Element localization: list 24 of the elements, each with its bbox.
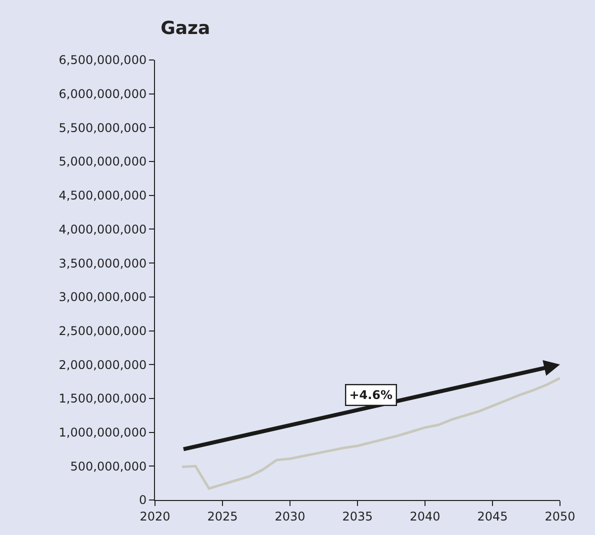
chart-title: Gaza [160,18,210,39]
x-tick-label: 2020 [140,509,170,524]
y-tick-label: 3,500,000,000 [58,256,147,270]
x-tick-label: 2030 [274,509,306,524]
y-tick-label: 4,000,000,000 [58,222,147,236]
y-tick-label: 500,000,000 [70,459,147,474]
y-tick-label: 6,500,000,000 [58,53,147,68]
x-tick-label: 2025 [207,509,238,524]
y-tick-label: 6,000,000,000 [58,87,147,102]
line-series [180,376,560,490]
y-tick-label: 1,500,000,000 [58,392,147,406]
y-tick-label: 1,000,000,000 [58,426,147,440]
y-tick-label: 2,000,000,000 [58,358,147,372]
y-tick-label: 4,500,000,000 [58,188,147,203]
annotation: +4.6% [349,388,393,402]
x-tick-label: 2050 [544,509,576,524]
x-tick-label: 2045 [477,509,508,524]
y-tick-label: 3,000,000,000 [58,290,147,304]
x-tick-label: 2040 [410,509,440,524]
y-tick-label: 2,500,000,000 [58,324,147,338]
y-tick-label: 0 [138,493,147,508]
y-tick-label: 5,500,000,000 [58,120,147,135]
x-tick-label: 2035 [342,509,373,524]
y-tick-label: 5,000,000,000 [58,154,147,169]
